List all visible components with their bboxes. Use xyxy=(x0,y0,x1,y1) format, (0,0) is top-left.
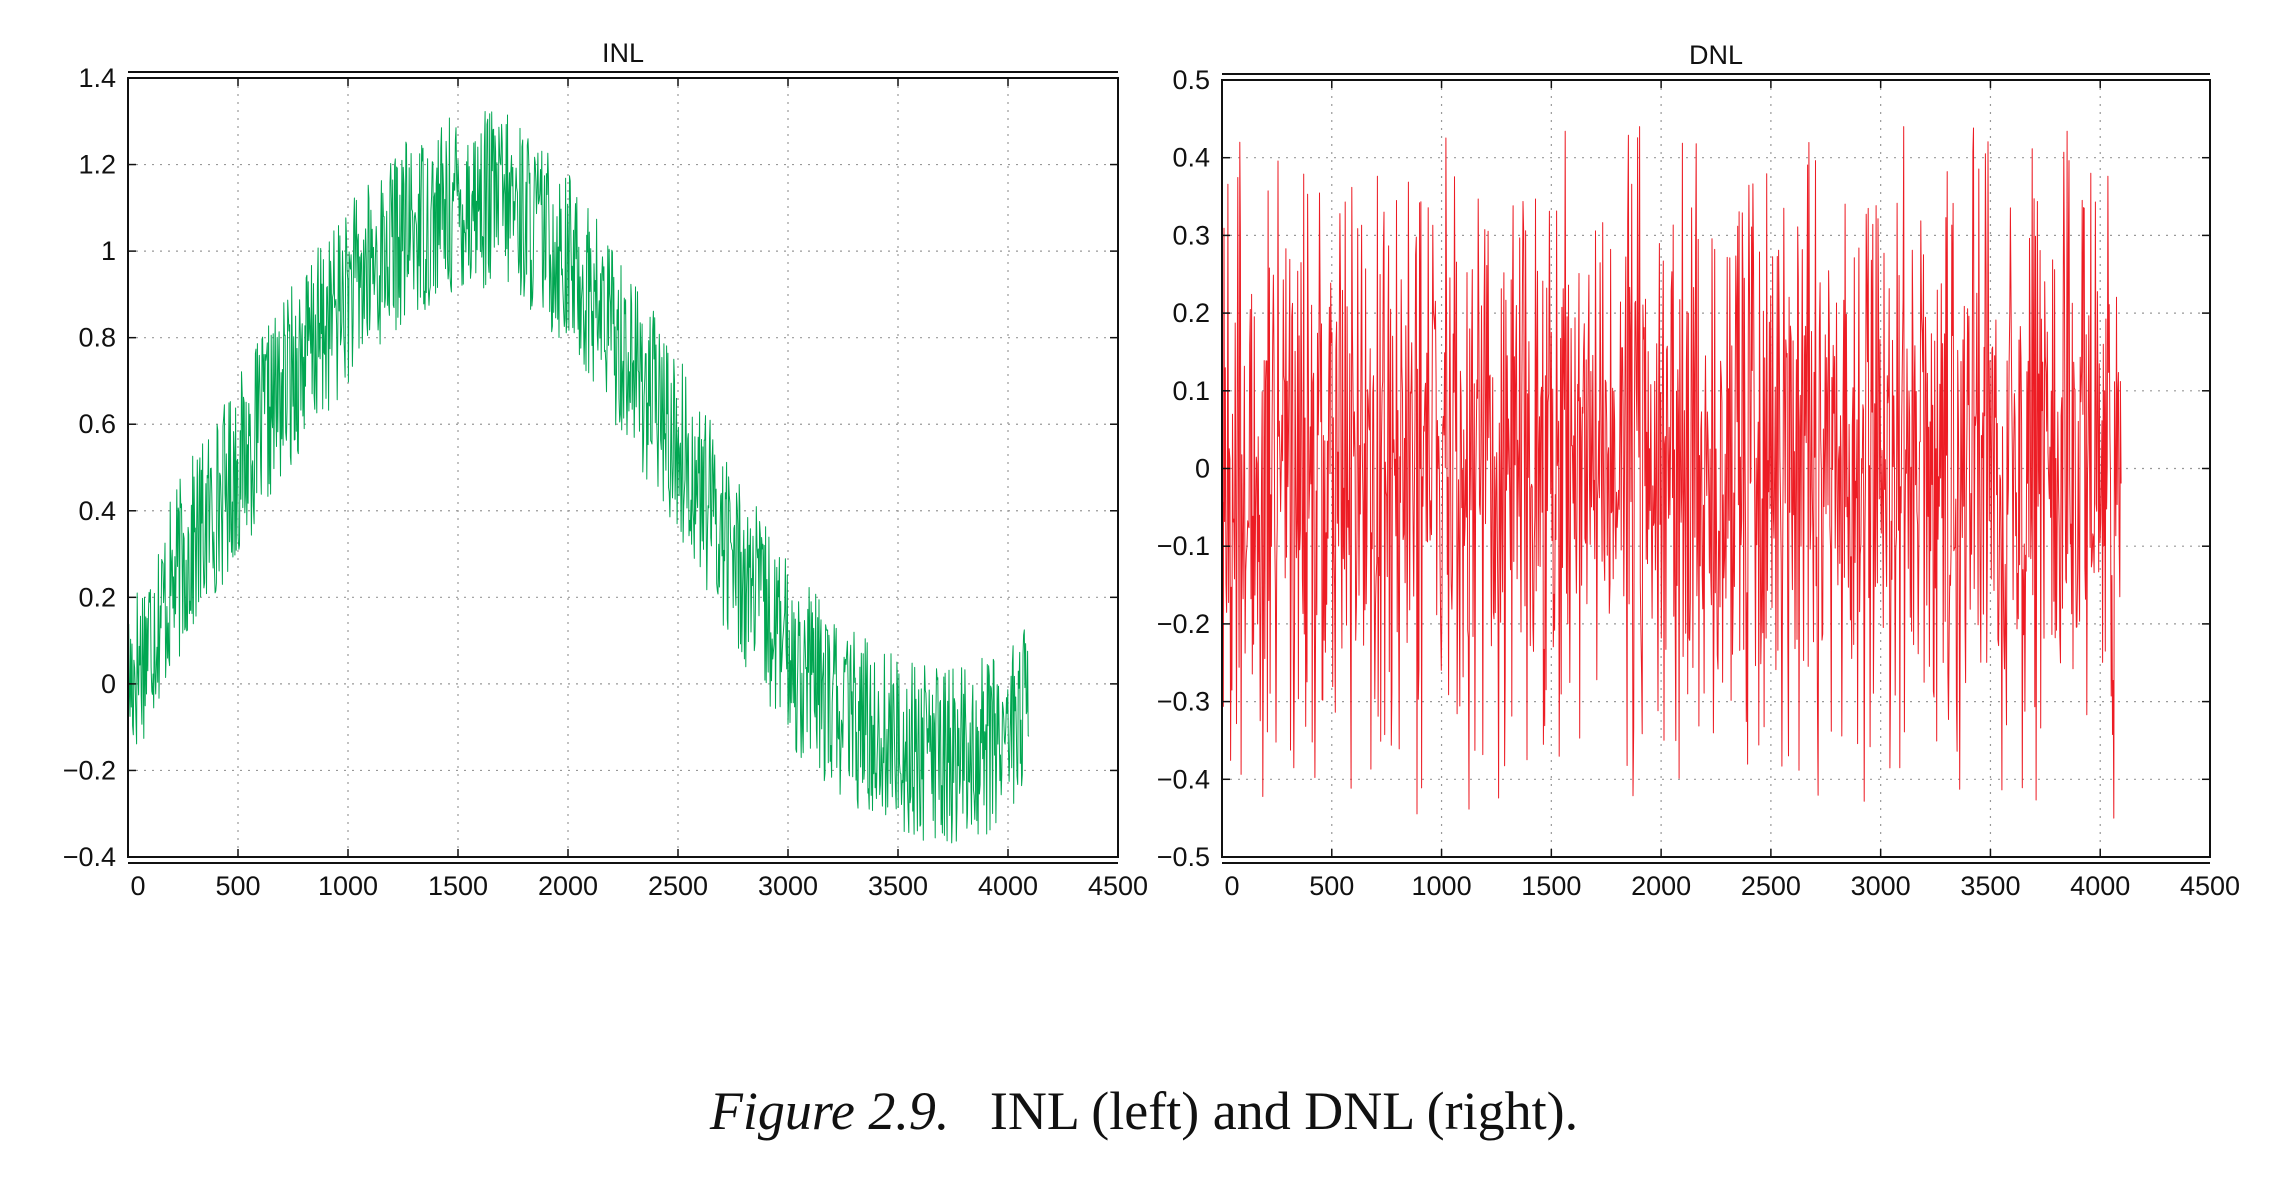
dnl-series-line xyxy=(1221,126,2122,819)
dnl-ytick-label: −0.4 xyxy=(1157,764,1210,794)
dnl-xtick-label: 1000 xyxy=(1412,871,1472,901)
dnl-ytick-label: 0.4 xyxy=(1172,143,1210,173)
inl-xtick-label: 2500 xyxy=(648,871,708,901)
dnl-xtick-label: 3500 xyxy=(1960,871,2020,901)
dnl-xtick-label: 2000 xyxy=(1631,871,1691,901)
dnl-xtick-label: 3000 xyxy=(1851,871,1911,901)
inl-ytick-label: 0.4 xyxy=(78,496,116,526)
inl-ytick-label: −0.4 xyxy=(63,842,116,872)
caption-text: INL (left) and DNL (right). xyxy=(989,1081,1579,1141)
inl-xtick-label: 1500 xyxy=(428,871,488,901)
inl-xtick-label: 4000 xyxy=(978,871,1038,901)
inl-title: INL xyxy=(602,38,644,68)
inl-xtick-label: 3500 xyxy=(868,871,928,901)
dnl-chart: 0 500 1000 1500 2000 2500 3000 3500 4000 4500 −0.5… xyxy=(1157,40,2240,901)
inl-ytick-label: 0.8 xyxy=(78,323,116,353)
inl-series-line xyxy=(127,111,1030,844)
caption-label: Figure 2.9. xyxy=(709,1081,950,1141)
dnl-ytick-label: 0 xyxy=(1195,454,1210,484)
dnl-grid xyxy=(1222,80,2210,857)
dnl-xtick-label: 4000 xyxy=(2070,871,2130,901)
inl-ytick-label: 1 xyxy=(101,236,116,266)
dnl-ytick-label: 0.2 xyxy=(1172,298,1210,328)
inl-ytick-label: 1.2 xyxy=(78,150,116,180)
inl-ytick-label: −0.2 xyxy=(63,755,116,785)
dnl-xtick-label: 2500 xyxy=(1741,871,1801,901)
dnl-ytick-label: 0.5 xyxy=(1172,65,1210,95)
dnl-ytick-label: 0.3 xyxy=(1172,220,1210,250)
dnl-xtick-label: 0 xyxy=(1224,871,1239,901)
inl-xtick-label: 2000 xyxy=(538,871,598,901)
inl-ytick-label: 0.6 xyxy=(78,409,116,439)
inl-xtick-label: 500 xyxy=(215,871,260,901)
inl-xtick-label: 4500 xyxy=(1088,871,1148,901)
inl-ytick-label: 0 xyxy=(101,669,116,699)
dnl-ytick-label: −0.5 xyxy=(1157,842,1210,872)
dnl-xtick-label: 500 xyxy=(1309,871,1354,901)
inl-chart: 0 500 1000 1500 2000 2500 3000 3500 4000 4500 −0.4… xyxy=(63,38,1148,901)
inl-xtick-label: 3000 xyxy=(758,871,818,901)
inl-xtick-label: 0 xyxy=(130,871,145,901)
dnl-xtick-label: 4500 xyxy=(2180,871,2240,901)
dnl-ytick-label: −0.3 xyxy=(1157,687,1210,717)
dnl-ytick-label: −0.1 xyxy=(1157,531,1210,561)
dnl-ytick-label: 0.1 xyxy=(1172,376,1210,406)
inl-ytick-label: 0.2 xyxy=(78,582,116,612)
inl-ytick-label: 1.4 xyxy=(78,63,116,93)
inl-xtick-label: 1000 xyxy=(318,871,378,901)
inl-axes-box xyxy=(127,77,1119,858)
dnl-xtick-label: 1500 xyxy=(1521,871,1581,901)
dnl-title: DNL xyxy=(1689,40,1743,70)
dnl-ytick-label: −0.2 xyxy=(1157,609,1210,639)
figure-caption: Figure 2.9. INL (left) and DNL (right). xyxy=(0,1080,2288,1142)
